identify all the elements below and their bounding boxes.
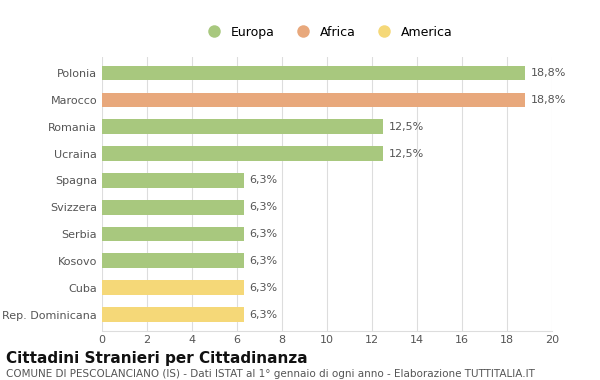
Bar <box>102 93 525 107</box>
Text: 12,5%: 12,5% <box>389 149 424 158</box>
Bar <box>102 146 383 161</box>
Text: 18,8%: 18,8% <box>530 95 566 105</box>
Text: 18,8%: 18,8% <box>530 68 566 78</box>
Text: COMUNE DI PESCOLANCIANO (IS) - Dati ISTAT al 1° gennaio di ogni anno - Elaborazi: COMUNE DI PESCOLANCIANO (IS) - Dati ISTA… <box>6 369 535 379</box>
Bar <box>102 253 244 268</box>
Text: 6,3%: 6,3% <box>250 176 277 185</box>
Text: 6,3%: 6,3% <box>250 256 277 266</box>
Legend: Europa, Africa, America: Europa, Africa, America <box>196 21 458 44</box>
Text: 6,3%: 6,3% <box>250 309 277 320</box>
Text: 6,3%: 6,3% <box>250 229 277 239</box>
Text: 12,5%: 12,5% <box>389 122 424 132</box>
Text: 6,3%: 6,3% <box>250 202 277 212</box>
Bar <box>102 200 244 215</box>
Text: 6,3%: 6,3% <box>250 283 277 293</box>
Bar <box>102 307 244 322</box>
Bar <box>102 280 244 295</box>
Bar <box>102 173 244 188</box>
Bar <box>102 66 525 81</box>
Bar <box>102 226 244 241</box>
Text: Cittadini Stranieri per Cittadinanza: Cittadini Stranieri per Cittadinanza <box>6 352 308 366</box>
Bar <box>102 119 383 134</box>
